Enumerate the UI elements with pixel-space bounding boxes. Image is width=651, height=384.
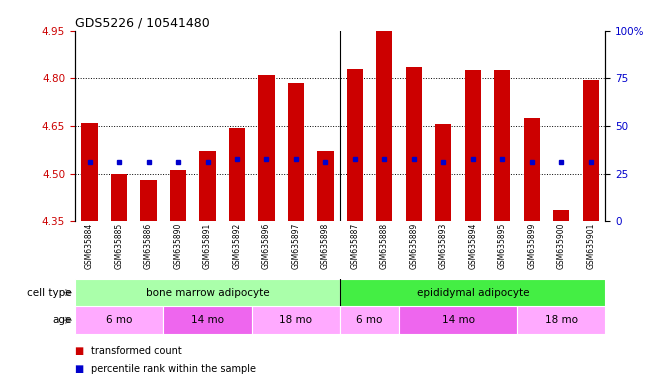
Text: epididymal adipocyte: epididymal adipocyte [417, 288, 529, 298]
Text: age: age [52, 315, 72, 325]
Text: GDS5226 / 10541480: GDS5226 / 10541480 [75, 17, 210, 30]
Bar [494, 70, 510, 221]
Bar [170, 170, 186, 221]
Text: transformed count: transformed count [91, 346, 182, 356]
Bar [75, 306, 163, 334]
Bar [199, 151, 215, 221]
Bar [288, 83, 304, 221]
Bar [436, 124, 451, 221]
Text: 18 mo: 18 mo [545, 315, 577, 325]
Bar [81, 123, 98, 221]
Text: 18 mo: 18 mo [279, 315, 312, 325]
Text: 14 mo: 14 mo [441, 315, 475, 325]
Bar [340, 279, 605, 306]
Bar [340, 306, 399, 334]
Text: 6 mo: 6 mo [106, 315, 132, 325]
Bar [111, 174, 127, 221]
Bar [553, 210, 570, 221]
Text: 14 mo: 14 mo [191, 315, 224, 325]
Bar [75, 279, 340, 306]
Text: ■: ■ [75, 364, 87, 374]
Bar [163, 306, 252, 334]
Bar [376, 31, 393, 221]
Text: 6 mo: 6 mo [357, 315, 383, 325]
Text: ■: ■ [75, 346, 87, 356]
Bar [229, 127, 245, 221]
Text: bone marrow adipocyte: bone marrow adipocyte [146, 288, 270, 298]
Bar [523, 118, 540, 221]
Bar [465, 70, 481, 221]
Bar [583, 80, 599, 221]
Bar [317, 151, 333, 221]
Bar [347, 69, 363, 221]
Bar [252, 306, 340, 334]
Text: cell type: cell type [27, 288, 72, 298]
Bar [141, 180, 157, 221]
Bar [258, 75, 275, 221]
Bar [406, 67, 422, 221]
Bar [517, 306, 605, 334]
Text: percentile rank within the sample: percentile rank within the sample [91, 364, 256, 374]
Bar [399, 306, 517, 334]
